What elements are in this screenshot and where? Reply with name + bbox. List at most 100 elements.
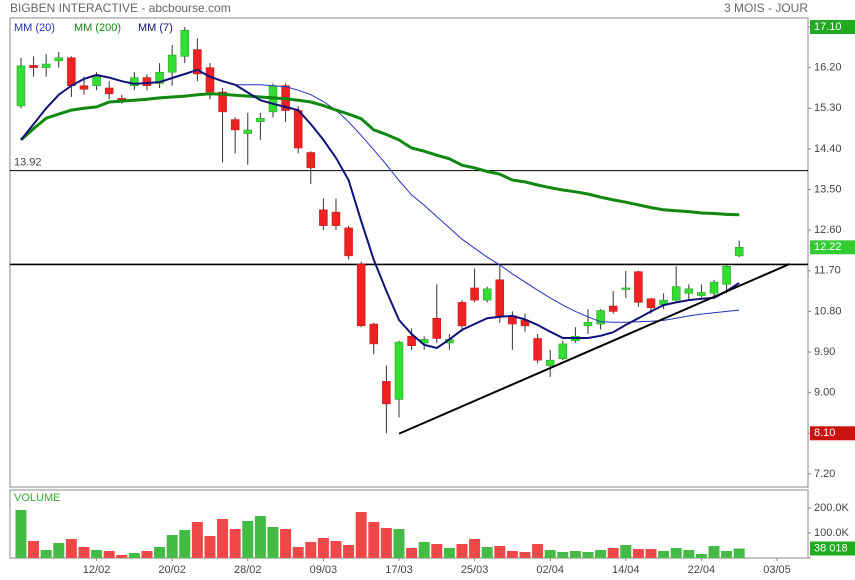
volume-bar — [330, 541, 342, 558]
volume-bar — [292, 547, 304, 558]
volume-bar — [40, 550, 52, 558]
x-tick-label: 02/04 — [536, 564, 564, 576]
volume-bar — [481, 547, 493, 558]
volume-bar — [393, 529, 405, 558]
moving-average — [19, 92, 740, 217]
x-tick-label: 03/05 — [763, 564, 791, 576]
volume-bar — [204, 536, 216, 558]
candle-body — [482, 288, 492, 301]
candle-body — [167, 54, 177, 73]
legend-label: MM (200) — [74, 22, 121, 34]
moving-average — [20, 68, 740, 350]
candle-body — [16, 65, 26, 107]
chart-subtitle: 3 MOIS - JOUR — [724, 1, 808, 15]
volume-bar — [670, 548, 682, 558]
volume-bar — [469, 539, 481, 558]
volume-bar — [368, 522, 380, 558]
volume-bar — [645, 549, 657, 558]
volume-bar — [733, 548, 745, 558]
candle-body — [193, 49, 202, 75]
volume-bar — [443, 548, 455, 558]
candle-body — [722, 266, 731, 285]
candle-body — [470, 287, 479, 301]
volume-bar — [406, 548, 418, 558]
candle-body — [646, 298, 656, 309]
y-tick-label: 11.70 — [814, 265, 841, 277]
candle-body — [407, 335, 416, 346]
candle-body — [92, 76, 101, 86]
candle-body — [533, 338, 542, 361]
candle-body — [41, 63, 51, 68]
volume-bar — [116, 555, 128, 558]
candle-body — [671, 286, 681, 301]
volume-bar — [280, 529, 292, 558]
candle-body — [545, 359, 555, 366]
candle-body — [369, 323, 379, 345]
candle-body — [306, 152, 316, 169]
x-tick-label: 20/02 — [158, 564, 186, 576]
candle-body — [29, 65, 38, 68]
volume-bar — [431, 544, 443, 558]
volume-bar — [91, 550, 103, 558]
volume-bar — [683, 550, 695, 558]
volume-bar — [179, 530, 191, 558]
x-tick-label: 14/04 — [612, 564, 640, 576]
legend-label: MM (20) — [14, 22, 55, 34]
moving-average — [235, 84, 740, 323]
volume-bar — [607, 548, 619, 558]
y-tick-label-box — [810, 426, 855, 441]
volume-bar — [494, 546, 506, 558]
trend-line — [398, 263, 791, 435]
volume-bar — [532, 544, 544, 558]
candle-body — [331, 211, 341, 226]
volume-bar — [544, 550, 556, 558]
y-tick-label: 12.60 — [814, 224, 842, 236]
volume-bar — [267, 527, 279, 558]
y-tick-label: 17.10 — [814, 21, 842, 33]
volume-bar — [15, 510, 27, 558]
volume-bar — [506, 551, 518, 558]
volume-bar — [141, 551, 153, 558]
y-tick-label: 15.30 — [814, 102, 842, 114]
volume-bar — [65, 539, 77, 558]
candle-body — [394, 341, 404, 400]
volume-bar — [632, 549, 644, 558]
candle-body — [558, 343, 568, 360]
candle-body — [243, 129, 253, 134]
volume-bar — [154, 547, 166, 558]
last-price-label: 12.22 — [814, 241, 842, 253]
candle-body — [709, 281, 719, 294]
last-volume-label: 38 018 — [814, 542, 848, 554]
candle-body — [256, 117, 265, 123]
volume-bar — [595, 550, 607, 558]
candle-body — [495, 279, 505, 317]
volume-panel — [9, 489, 809, 559]
x-tick-label: 25/03 — [461, 564, 489, 576]
candle-body — [218, 91, 227, 113]
candle-body — [457, 302, 467, 327]
volume-bar — [128, 553, 140, 558]
volume-bar — [217, 519, 229, 558]
candle-body — [180, 29, 190, 57]
volume-bar — [166, 535, 178, 558]
volume-bar — [456, 544, 468, 558]
candle-body — [155, 71, 164, 84]
y-tick-label: 9.00 — [814, 387, 835, 399]
volume-bar — [620, 545, 632, 558]
candle-body — [432, 317, 442, 339]
y-tick-label: 16.20 — [814, 62, 842, 74]
x-tick-label: 22/04 — [688, 564, 716, 576]
candle-body — [697, 292, 706, 296]
volume-bar — [78, 547, 90, 558]
volume-bar — [103, 551, 115, 558]
x-tick-label: 12/02 — [83, 564, 111, 576]
reference-label: 13.92 — [14, 156, 42, 168]
candle-body — [596, 310, 605, 325]
x-tick-label: 17/03 — [385, 564, 413, 576]
volume-bar — [708, 546, 720, 558]
candle-body — [130, 77, 139, 86]
candle-body — [344, 227, 353, 257]
candle-body — [684, 288, 694, 294]
y-tick-label: 14.40 — [814, 143, 842, 155]
y-tick-label: 9.90 — [814, 346, 835, 358]
